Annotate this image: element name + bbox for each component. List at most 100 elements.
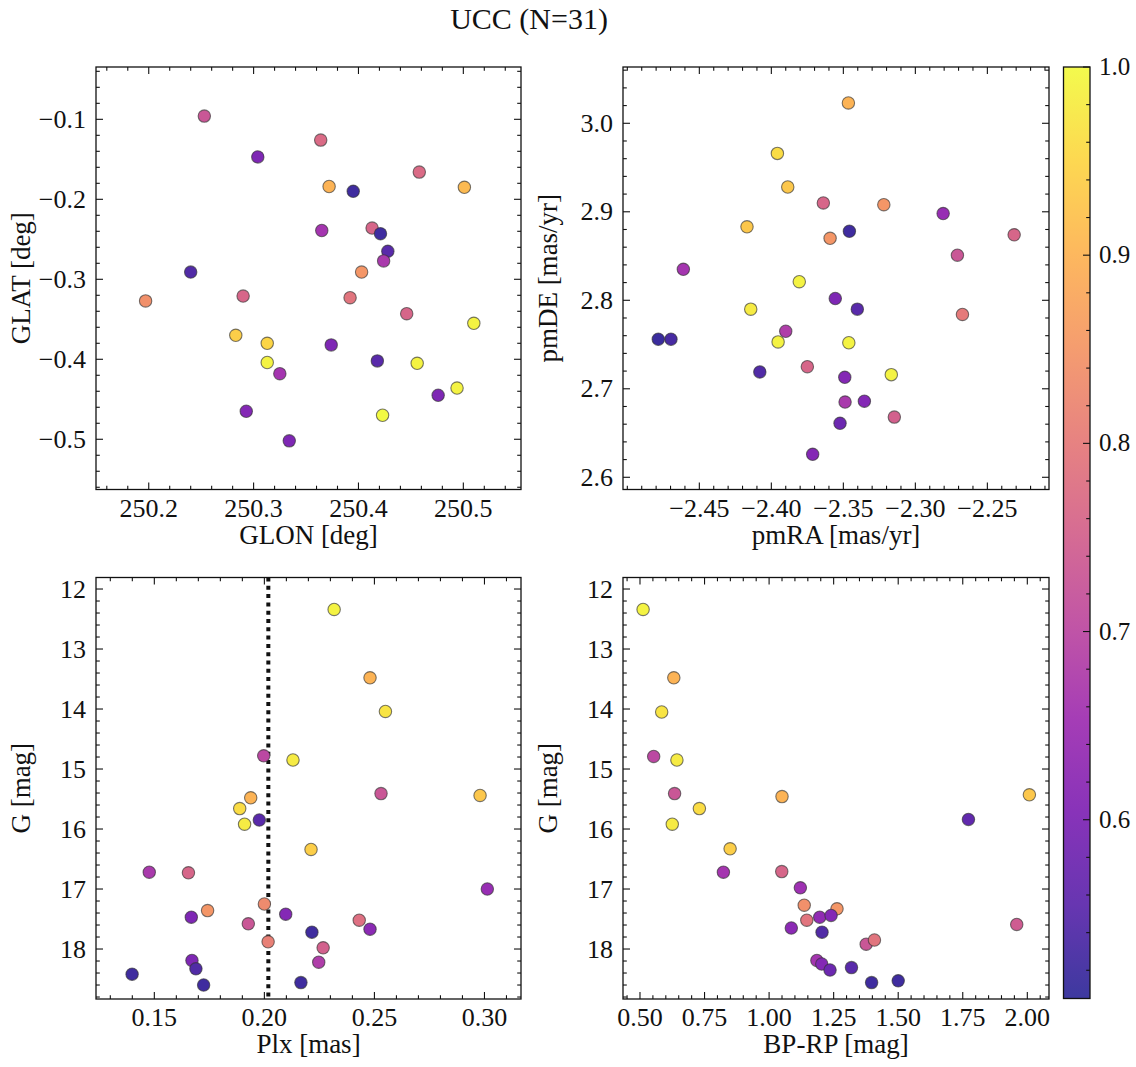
x-tick-label: 2.00 (1005, 1003, 1051, 1032)
scatter-point (126, 968, 138, 980)
scatter-point (843, 337, 855, 349)
scatter-point (839, 396, 851, 408)
scatter-point (143, 866, 155, 878)
scatter-point (376, 409, 388, 421)
x-axis-label: pmRA [mas/yr] (752, 520, 921, 550)
x-tick-label: 1.25 (811, 1003, 857, 1032)
scatter-point (258, 750, 270, 762)
y-tick-label: 2.9 (581, 197, 614, 226)
colorbar-tick-label: 0.8 (1099, 429, 1130, 456)
scatter-point (353, 914, 365, 926)
scatter-point (468, 317, 480, 329)
scatter-point (432, 389, 444, 401)
y-tick-label: 2.6 (581, 463, 614, 492)
axis-ticks (96, 67, 521, 490)
figure-title: UCC (N=31) (450, 2, 608, 36)
scatter-point (347, 185, 359, 197)
scatter-point (451, 382, 463, 394)
scatter-point (677, 263, 689, 275)
x-tick-label: −2.25 (957, 494, 1017, 523)
axis-ticks (623, 578, 1049, 1000)
scatter-point (375, 787, 387, 799)
scatter-point (280, 908, 292, 920)
colorbar-tick-label: 0.6 (1099, 806, 1130, 833)
scatter-point (754, 366, 766, 378)
x-tick-label: 250.3 (224, 494, 283, 523)
scatter-point (317, 942, 329, 954)
colorbar-gradient (1064, 67, 1091, 999)
scatter-point (772, 336, 784, 348)
scatter-point (892, 975, 904, 987)
y-tick-label: −0.1 (39, 105, 86, 134)
y-tick-label: 18 (60, 935, 86, 964)
scatter-point (371, 355, 383, 367)
scatter-point (824, 964, 836, 976)
scatter-point (237, 290, 249, 302)
scatter-point (839, 371, 851, 383)
x-tick-label: −2.40 (741, 494, 801, 523)
scatter-point (671, 754, 683, 766)
scatter-point (274, 367, 286, 379)
x-tick-label: 0.20 (242, 1003, 288, 1032)
scatter-point (325, 339, 337, 351)
scatter-point (782, 181, 794, 193)
scatter-point (666, 818, 678, 830)
scatter-point (962, 813, 974, 825)
scatter-point (793, 276, 805, 288)
x-tick-label: 250.2 (119, 494, 178, 523)
y-tick-label: 15 (60, 755, 86, 784)
scatter-point (637, 603, 649, 615)
scatter-point (287, 754, 299, 766)
scatter-point (139, 295, 151, 307)
scatter-point (652, 333, 664, 345)
panel-position: 250.2250.3250.4250.5−0.1−0.2−0.3−0.4−0.5… (6, 67, 521, 550)
scatter-point (668, 787, 680, 799)
scatter-point (474, 789, 486, 801)
panel-proper-motion: −2.45−2.40−2.35−2.30−2.252.62.72.82.93.0… (533, 67, 1049, 550)
scatter-point (262, 936, 274, 948)
scatter-point (780, 325, 792, 337)
scatter-point (481, 883, 493, 895)
scatter-points (637, 603, 1036, 989)
y-tick-label: −0.4 (39, 345, 86, 374)
scatter-point (655, 706, 667, 718)
scatter-point (956, 308, 968, 320)
scatter-point (868, 934, 880, 946)
x-tick-label: 0.15 (132, 1003, 178, 1032)
y-axis-label: G [mag] (6, 743, 36, 834)
x-tick-label: 0.75 (682, 1003, 728, 1032)
scatter-point (724, 843, 736, 855)
scatter-point (937, 207, 949, 219)
scatter-point (198, 110, 210, 122)
y-axis-label: pmDE [mas/yr] (533, 194, 563, 363)
y-tick-label: 16 (587, 815, 613, 844)
x-tick-label: 1.75 (940, 1003, 986, 1032)
scatter-point (182, 867, 194, 879)
scatter-point (888, 411, 900, 423)
scatter-point (776, 790, 788, 802)
scatter-point (364, 672, 376, 684)
x-tick-label: 1.50 (875, 1003, 921, 1032)
axes-spines (623, 578, 1049, 1000)
colorbar-tick-label: 1.0 (1099, 53, 1130, 80)
y-tick-label: 16 (60, 815, 86, 844)
scatter-point (801, 914, 813, 926)
scatter-point (814, 911, 826, 923)
scatter-point (1008, 229, 1020, 241)
x-tick-label: 250.5 (434, 494, 493, 523)
scatter-point (885, 368, 897, 380)
y-tick-label: 2.8 (581, 286, 614, 315)
panel-color-magnitude: 0.500.751.001.251.501.752.00121314151617… (533, 575, 1050, 1059)
scatter-point (190, 963, 202, 975)
scatter-point (824, 232, 836, 244)
scatter-point (379, 705, 391, 717)
scatter-point (825, 909, 837, 921)
x-tick-label: −2.35 (813, 494, 873, 523)
scatter-point (951, 249, 963, 261)
scatter-point (829, 292, 841, 304)
colorbar-tick-label: 0.9 (1099, 241, 1130, 268)
scatter-point (794, 882, 806, 894)
scatter-point (184, 266, 196, 278)
scatter-point (878, 199, 890, 211)
x-tick-label: 0.25 (352, 1003, 398, 1032)
